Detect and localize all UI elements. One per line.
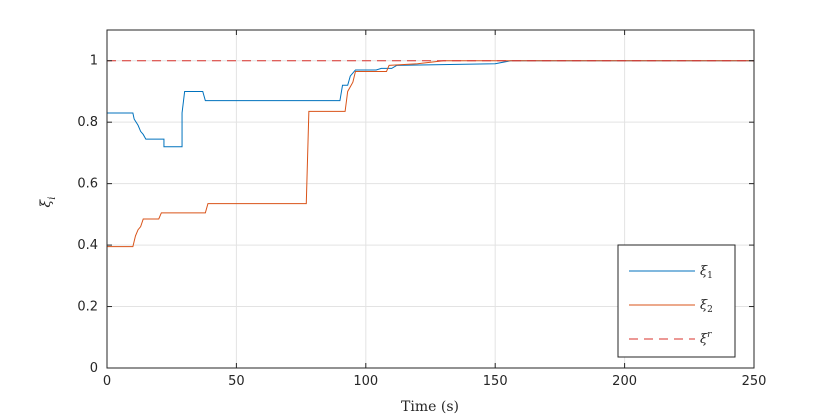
- legend-label: ξ1: [700, 264, 713, 281]
- x-tick-label: 250: [742, 374, 767, 389]
- x-axis-label: Time (s): [401, 399, 459, 415]
- x-tick-label: 150: [483, 374, 508, 389]
- series-layer: [107, 60, 754, 248]
- x-tick-label: 100: [353, 374, 378, 389]
- y-axis-label: ξi: [38, 197, 58, 208]
- y-axis-label-sub: i: [47, 197, 58, 200]
- legend-box: [617, 244, 736, 358]
- legend-label: ξr: [700, 330, 712, 347]
- y-tick-label: 1: [90, 54, 98, 69]
- x-tick-label: 50: [228, 374, 245, 389]
- y-tick-label: 0.6: [77, 177, 98, 192]
- y-tick-label: 0.4: [77, 238, 98, 253]
- y-axis-label-main: ξ: [38, 198, 54, 207]
- y-tick-label: 0: [90, 361, 98, 376]
- series-line-1: [107, 60, 754, 148]
- legend-label: ξ2: [700, 298, 713, 315]
- plot-frame: [106, 29, 755, 369]
- ticks: 0 50 100 150 200 250 0 0.2 0.4 0.6 0.8 1: [77, 30, 766, 389]
- legend: ξ1 ξ2 ξr: [617, 244, 736, 358]
- y-tick-label: 0.8: [77, 115, 98, 130]
- series-line-2: [107, 60, 754, 248]
- x-tick-label: 0: [103, 374, 111, 389]
- y-tick-label: 0.2: [77, 300, 98, 315]
- x-tick-label: 200: [612, 374, 637, 389]
